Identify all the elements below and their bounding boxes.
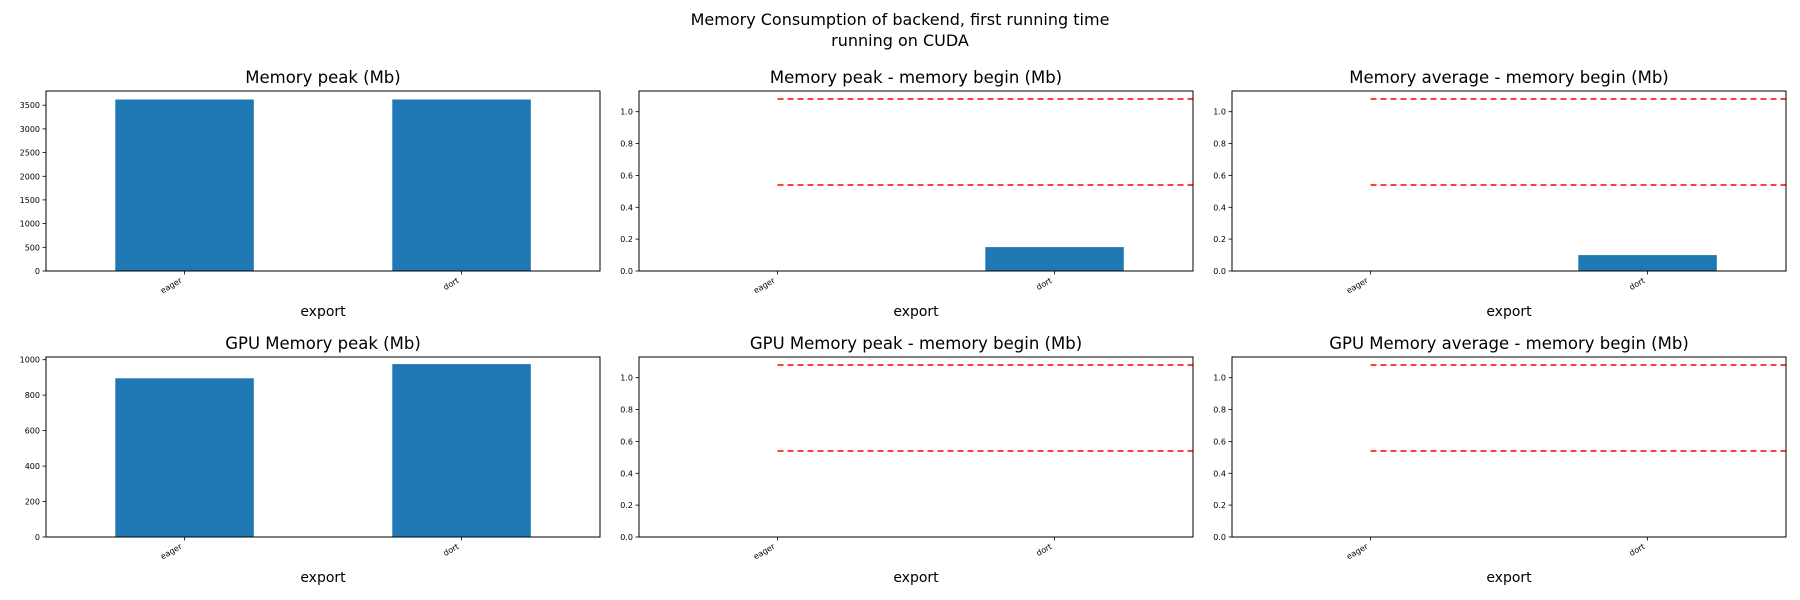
y-tick-label: 0.0 xyxy=(1213,533,1226,542)
subplot-2: Memory peak - memory begin (Mb) 0.0 0.2 0.4… xyxy=(620,68,1194,320)
y-tick-label: 400 xyxy=(25,462,40,471)
y-tick-label: 800 xyxy=(25,391,40,400)
subplot-title: GPU Memory peak - memory begin (Mb) xyxy=(750,334,1082,353)
y-tick-label: 1000 xyxy=(20,220,40,229)
subplot-5: GPU Memory peak - memory begin (Mb) 0.0 0.… xyxy=(620,334,1194,586)
subplot-title: GPU Memory peak (Mb) xyxy=(225,334,421,353)
subplot-title: Memory peak - memory begin (Mb) xyxy=(770,68,1062,87)
subplot-title: Memory peak (Mb) xyxy=(245,68,400,87)
x-tick-label: dort xyxy=(1628,542,1647,558)
subplot-1: Memory peak (Mb) 0 500 1000 1500 2000 2500 3000… xyxy=(20,68,601,320)
x-tick-label: eager xyxy=(159,542,184,562)
x-tick-label: dort xyxy=(1035,542,1054,558)
plot-frame xyxy=(1231,356,1787,538)
x-tick-label: eager xyxy=(752,542,777,562)
plot-frame xyxy=(1231,90,1787,272)
y-tick-label: 2500 xyxy=(20,149,40,158)
y-tick-label: 1.0 xyxy=(620,108,633,117)
x-tick-label: dort xyxy=(442,542,461,558)
y-tick-label: 0.0 xyxy=(620,533,633,542)
y-tick-label: 0.6 xyxy=(1213,437,1226,446)
x-axis-label: export xyxy=(1486,570,1532,586)
y-tick-label: 1.0 xyxy=(1213,108,1226,117)
figure-title-line-1: Memory Consumption of backend, first run… xyxy=(691,10,1110,29)
y-tick-label: 0.6 xyxy=(620,437,633,446)
y-tick-label: 0.8 xyxy=(1213,140,1226,149)
subplot-title: GPU Memory average - memory begin (Mb) xyxy=(1329,334,1689,353)
x-axis-label: export xyxy=(300,304,346,320)
y-tick-label: 0.6 xyxy=(620,171,633,180)
figure-title-line-2: running on CUDA xyxy=(831,31,969,50)
subplot-3: Memory average - memory begin (Mb) 0.0 0.2… xyxy=(1213,68,1787,320)
y-tick-label: 3500 xyxy=(20,101,40,110)
y-tick-label: 0.4 xyxy=(1213,203,1226,212)
y-tick-label: 0.8 xyxy=(620,140,633,149)
plot-frame xyxy=(638,356,1194,538)
y-tick-label: 1.0 xyxy=(620,374,633,383)
y-tick-label: 1500 xyxy=(20,196,40,205)
x-axis-label: export xyxy=(300,570,346,586)
bar-eager xyxy=(115,99,254,271)
y-tick-label: 0.4 xyxy=(1213,469,1226,478)
y-tick-label: 1.0 xyxy=(1213,374,1226,383)
y-tick-label: 500 xyxy=(25,243,40,252)
x-tick-label: eager xyxy=(159,276,184,296)
bar-eager xyxy=(115,378,254,537)
plot-frame xyxy=(45,90,601,272)
x-axis-label: export xyxy=(893,304,939,320)
bar-dort xyxy=(985,247,1124,271)
y-tick-label: 0.2 xyxy=(620,501,633,510)
subplot-grid: Memory peak (Mb)050010001500200025003000… xyxy=(20,68,1787,586)
y-tick-label: 0.8 xyxy=(620,406,633,415)
y-tick-label: 0.4 xyxy=(620,469,633,478)
x-tick-label: dort xyxy=(1628,276,1647,292)
y-tick-label: 0 xyxy=(35,533,40,542)
y-tick-label: 0.2 xyxy=(620,235,633,244)
plot-frame xyxy=(638,90,1194,272)
y-tick-label: 0.6 xyxy=(1213,171,1226,180)
y-tick-label: 3000 xyxy=(20,125,40,134)
y-tick-label: 1000 xyxy=(20,356,40,365)
y-tick-label: 2000 xyxy=(20,172,40,181)
y-tick-label: 0.8 xyxy=(1213,406,1226,415)
x-axis-label: export xyxy=(893,570,939,586)
y-tick-label: 0.2 xyxy=(1213,501,1226,510)
bar-dort xyxy=(392,99,531,271)
bar-dort xyxy=(392,364,531,537)
y-tick-label: 0.0 xyxy=(620,267,633,276)
plot-frame xyxy=(45,356,601,538)
x-axis-label: export xyxy=(1486,304,1532,320)
y-tick-label: 0.0 xyxy=(1213,267,1226,276)
x-tick-label: eager xyxy=(1345,542,1370,562)
y-tick-label: 200 xyxy=(25,498,40,507)
subplot-6: GPU Memory average - memory begin (Mb) 0.… xyxy=(1213,334,1787,586)
x-tick-label: dort xyxy=(442,276,461,292)
subplot-title: Memory average - memory begin (Mb) xyxy=(1349,68,1669,87)
y-tick-label: 600 xyxy=(25,427,40,436)
y-tick-label: 0.4 xyxy=(620,203,633,212)
y-tick-label: 0.2 xyxy=(1213,235,1226,244)
x-tick-label: dort xyxy=(1035,276,1054,292)
subplot-4: GPU Memory peak (Mb) 0 200 400 600 800 1000 eag… xyxy=(20,334,601,586)
x-tick-label: eager xyxy=(1345,276,1370,296)
bar-dort xyxy=(1578,255,1717,271)
x-tick-label: eager xyxy=(752,276,777,296)
y-tick-label: 0 xyxy=(35,267,40,276)
